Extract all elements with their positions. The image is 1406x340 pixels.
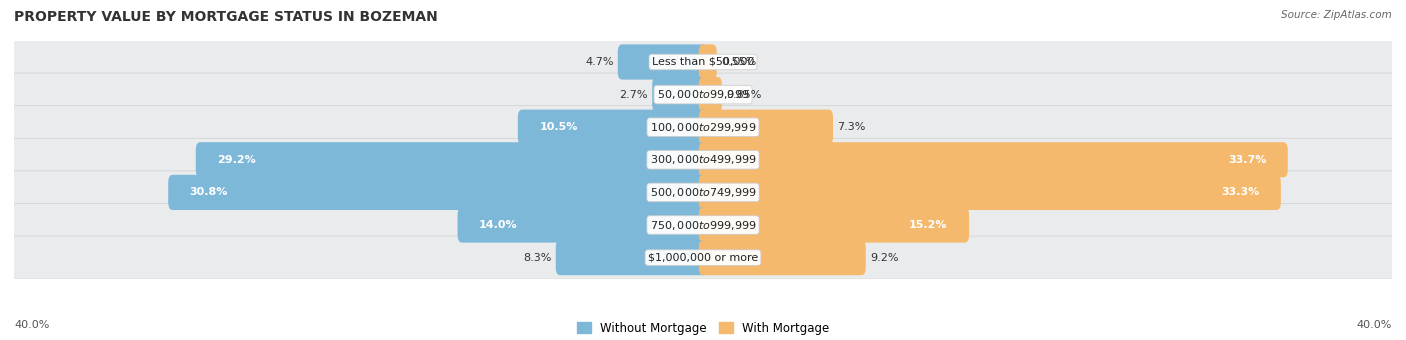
Text: $100,000 to $299,999: $100,000 to $299,999 bbox=[650, 121, 756, 134]
FancyBboxPatch shape bbox=[457, 207, 707, 243]
Text: $300,000 to $499,999: $300,000 to $499,999 bbox=[650, 153, 756, 166]
FancyBboxPatch shape bbox=[699, 142, 1288, 177]
Text: 0.55%: 0.55% bbox=[721, 57, 756, 67]
FancyBboxPatch shape bbox=[8, 138, 1398, 181]
FancyBboxPatch shape bbox=[8, 203, 1398, 246]
FancyBboxPatch shape bbox=[517, 109, 707, 145]
Text: 7.3%: 7.3% bbox=[838, 122, 866, 132]
FancyBboxPatch shape bbox=[169, 175, 707, 210]
FancyBboxPatch shape bbox=[195, 142, 707, 177]
Text: $1,000,000 or more: $1,000,000 or more bbox=[648, 253, 758, 262]
FancyBboxPatch shape bbox=[8, 106, 1398, 149]
FancyBboxPatch shape bbox=[699, 240, 866, 275]
Text: 33.3%: 33.3% bbox=[1220, 187, 1260, 198]
Text: 8.3%: 8.3% bbox=[523, 253, 551, 262]
FancyBboxPatch shape bbox=[8, 40, 1398, 84]
FancyBboxPatch shape bbox=[699, 77, 721, 112]
Text: 33.7%: 33.7% bbox=[1227, 155, 1267, 165]
Text: Less than $50,000: Less than $50,000 bbox=[652, 57, 754, 67]
FancyBboxPatch shape bbox=[617, 45, 707, 80]
Text: 40.0%: 40.0% bbox=[1357, 320, 1392, 330]
FancyBboxPatch shape bbox=[699, 175, 1281, 210]
Text: Source: ZipAtlas.com: Source: ZipAtlas.com bbox=[1281, 10, 1392, 20]
Text: 30.8%: 30.8% bbox=[190, 187, 228, 198]
Legend: Without Mortgage, With Mortgage: Without Mortgage, With Mortgage bbox=[572, 317, 834, 340]
Text: 40.0%: 40.0% bbox=[14, 320, 49, 330]
Text: 29.2%: 29.2% bbox=[218, 155, 256, 165]
Text: 10.5%: 10.5% bbox=[540, 122, 578, 132]
FancyBboxPatch shape bbox=[699, 109, 832, 145]
FancyBboxPatch shape bbox=[699, 45, 717, 80]
FancyBboxPatch shape bbox=[8, 73, 1398, 116]
FancyBboxPatch shape bbox=[8, 236, 1398, 279]
FancyBboxPatch shape bbox=[699, 207, 969, 243]
Text: 2.7%: 2.7% bbox=[620, 90, 648, 100]
Text: $500,000 to $749,999: $500,000 to $749,999 bbox=[650, 186, 756, 199]
FancyBboxPatch shape bbox=[652, 77, 707, 112]
Text: $50,000 to $99,999: $50,000 to $99,999 bbox=[657, 88, 749, 101]
Text: PROPERTY VALUE BY MORTGAGE STATUS IN BOZEMAN: PROPERTY VALUE BY MORTGAGE STATUS IN BOZ… bbox=[14, 10, 437, 24]
Text: 15.2%: 15.2% bbox=[910, 220, 948, 230]
Text: 4.7%: 4.7% bbox=[585, 57, 613, 67]
Text: 0.85%: 0.85% bbox=[727, 90, 762, 100]
FancyBboxPatch shape bbox=[555, 240, 707, 275]
FancyBboxPatch shape bbox=[8, 171, 1398, 214]
Text: 9.2%: 9.2% bbox=[870, 253, 898, 262]
Text: 14.0%: 14.0% bbox=[479, 220, 517, 230]
Text: $750,000 to $999,999: $750,000 to $999,999 bbox=[650, 219, 756, 232]
